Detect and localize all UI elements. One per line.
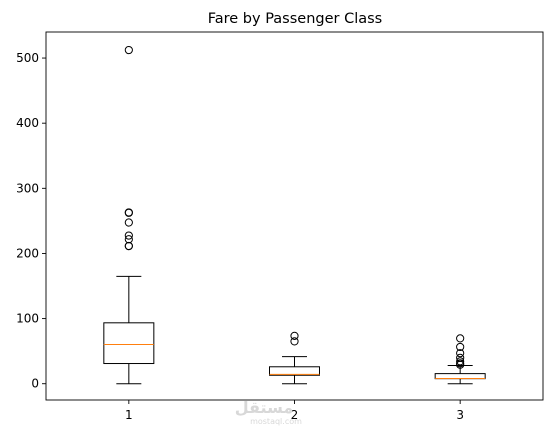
- x-tick-label: 3: [456, 408, 464, 422]
- outlier-point: [456, 349, 465, 358]
- outlier-point: [124, 218, 133, 227]
- outlier-point: [124, 208, 133, 217]
- outlier-point: [124, 231, 133, 240]
- plot-area: 0 100 200 300 400 500 1 2 3: [16, 31, 544, 422]
- watermark: مستقل mostaql.com: [235, 398, 302, 426]
- outlier-point: [124, 235, 133, 244]
- y-tick-label: 200: [16, 246, 39, 260]
- y-tick-label: 0: [31, 377, 39, 391]
- watermark-logo: مستقل: [235, 398, 294, 417]
- outlier-point: [456, 334, 465, 343]
- outlier-point: [124, 241, 133, 251]
- box: [434, 373, 486, 380]
- watermark-url: mostaql.com: [250, 417, 302, 426]
- chart-title: Fare by Passenger Class: [208, 11, 383, 27]
- outlier-point: [290, 331, 299, 340]
- y-tick-label: 500: [16, 51, 39, 65]
- y-tick-label: 100: [16, 312, 39, 326]
- outlier-point: [456, 353, 465, 362]
- x-tick-label: 1: [125, 408, 133, 422]
- outlier-point: [290, 337, 299, 346]
- x-tick-label: 2: [291, 408, 299, 422]
- outlier-point: [456, 342, 465, 352]
- y-tick-label: 400: [16, 116, 39, 130]
- outlier-point: [456, 359, 465, 368]
- outlier-point: [456, 357, 465, 366]
- box: [269, 366, 320, 376]
- box: [103, 322, 155, 365]
- y-tick-label: 300: [16, 181, 39, 195]
- outlier-point: [124, 45, 133, 55]
